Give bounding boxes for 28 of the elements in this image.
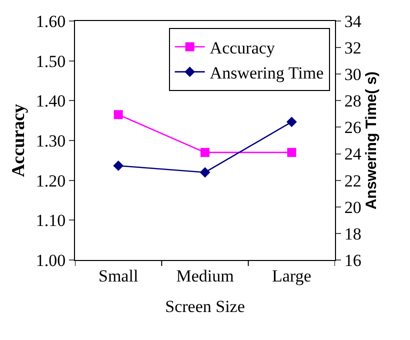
y2-tick-label: 34 <box>344 12 362 31</box>
y-tick-label: 1.30 <box>36 131 66 150</box>
point <box>286 116 297 128</box>
y-tick-label: 1.10 <box>36 211 66 230</box>
y-tick-label: 1.00 <box>36 250 66 270</box>
y2-tick-label: 22 <box>344 171 362 190</box>
y2-axis-title: Answering Time( s) <box>362 71 380 210</box>
y2-tick-label: 16 <box>344 250 362 270</box>
y2-tick-label: 32 <box>344 38 362 58</box>
y-tick-label: 1.40 <box>36 92 66 111</box>
x-tick-label: Medium <box>176 266 234 286</box>
legend-label: Answering Time <box>210 63 324 82</box>
y2-tick-label: 20 <box>344 198 362 217</box>
y2-tick-label: 24 <box>344 144 362 164</box>
x-axis-title: Screen Size <box>165 296 245 316</box>
y2-tick-label: 30 <box>344 65 362 84</box>
point <box>200 167 210 178</box>
x-tick-label: Small <box>98 266 138 286</box>
x-tick-label: Large <box>272 266 312 286</box>
y2-tick-label: 28 <box>344 92 362 111</box>
y-tick-label: 1.60 <box>36 12 66 31</box>
y2-tick-label: 18 <box>344 224 362 244</box>
legend-label: Accuracy <box>210 38 276 58</box>
y2-tick-label: 26 <box>344 118 362 138</box>
y-axis-title: Accuracy <box>8 104 28 177</box>
point <box>113 160 124 171</box>
y-tick-label: 1.50 <box>36 52 66 71</box>
y-tick-label: 1.20 <box>36 171 66 190</box>
